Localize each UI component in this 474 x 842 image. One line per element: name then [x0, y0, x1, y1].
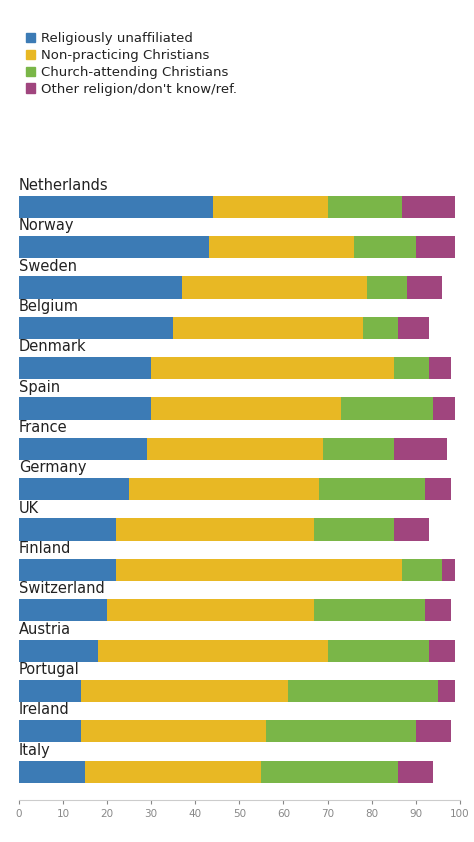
Bar [19, 600, 107, 621]
Bar [19, 760, 85, 783]
Text: Germany: Germany [19, 461, 86, 476]
Bar [266, 720, 416, 743]
Bar [182, 276, 367, 299]
Bar [151, 397, 341, 419]
Text: Denmark: Denmark [19, 339, 87, 354]
Bar [433, 397, 456, 419]
Bar [393, 438, 447, 460]
Text: Netherlands: Netherlands [19, 178, 109, 193]
Bar [19, 559, 116, 581]
Bar [19, 438, 147, 460]
Bar [129, 478, 319, 500]
Bar [402, 559, 442, 581]
Bar [19, 640, 98, 662]
Bar [81, 720, 266, 743]
Bar [319, 478, 425, 500]
Bar [262, 760, 398, 783]
Bar [116, 559, 402, 581]
Text: Austria: Austria [19, 621, 71, 637]
Text: UK: UK [19, 501, 39, 515]
Bar [393, 357, 429, 379]
Bar [19, 478, 129, 500]
Bar [116, 519, 314, 541]
Bar [341, 397, 433, 419]
Bar [367, 276, 407, 299]
Bar [328, 640, 429, 662]
Bar [442, 559, 456, 581]
Bar [416, 720, 451, 743]
Bar [19, 679, 81, 702]
Bar [429, 640, 456, 662]
Bar [402, 195, 456, 218]
Legend: Religiously unaffiliated, Non-practicing Christians, Church-attending Christians: Religiously unaffiliated, Non-practicing… [26, 32, 237, 96]
Text: Finland: Finland [19, 541, 71, 556]
Bar [425, 478, 451, 500]
Bar [429, 357, 451, 379]
Bar [354, 236, 416, 258]
Bar [393, 519, 429, 541]
Bar [151, 357, 393, 379]
Text: France: France [19, 420, 68, 435]
Bar [363, 317, 398, 339]
Bar [398, 760, 433, 783]
Text: Spain: Spain [19, 380, 60, 395]
Bar [19, 317, 173, 339]
Bar [314, 600, 425, 621]
Bar [19, 276, 182, 299]
Bar [209, 236, 354, 258]
Text: Belgium: Belgium [19, 299, 79, 314]
Bar [19, 236, 209, 258]
Bar [328, 195, 402, 218]
Bar [398, 317, 429, 339]
Bar [173, 317, 363, 339]
Bar [19, 519, 116, 541]
Bar [213, 195, 328, 218]
Bar [438, 679, 456, 702]
Text: Italy: Italy [19, 743, 51, 758]
Bar [323, 438, 393, 460]
Bar [19, 195, 213, 218]
Bar [81, 679, 288, 702]
Bar [147, 438, 323, 460]
Text: Sweden: Sweden [19, 258, 77, 274]
Bar [85, 760, 262, 783]
Bar [98, 640, 328, 662]
Bar [19, 357, 151, 379]
Bar [107, 600, 314, 621]
Bar [314, 519, 393, 541]
Bar [288, 679, 438, 702]
Bar [19, 397, 151, 419]
Text: Norway: Norway [19, 218, 74, 233]
Bar [425, 600, 451, 621]
Text: Ireland: Ireland [19, 702, 70, 717]
Bar [407, 276, 442, 299]
Bar [416, 236, 456, 258]
Bar [19, 720, 81, 743]
Text: Portugal: Portugal [19, 662, 80, 677]
Text: Switzerland: Switzerland [19, 581, 105, 596]
